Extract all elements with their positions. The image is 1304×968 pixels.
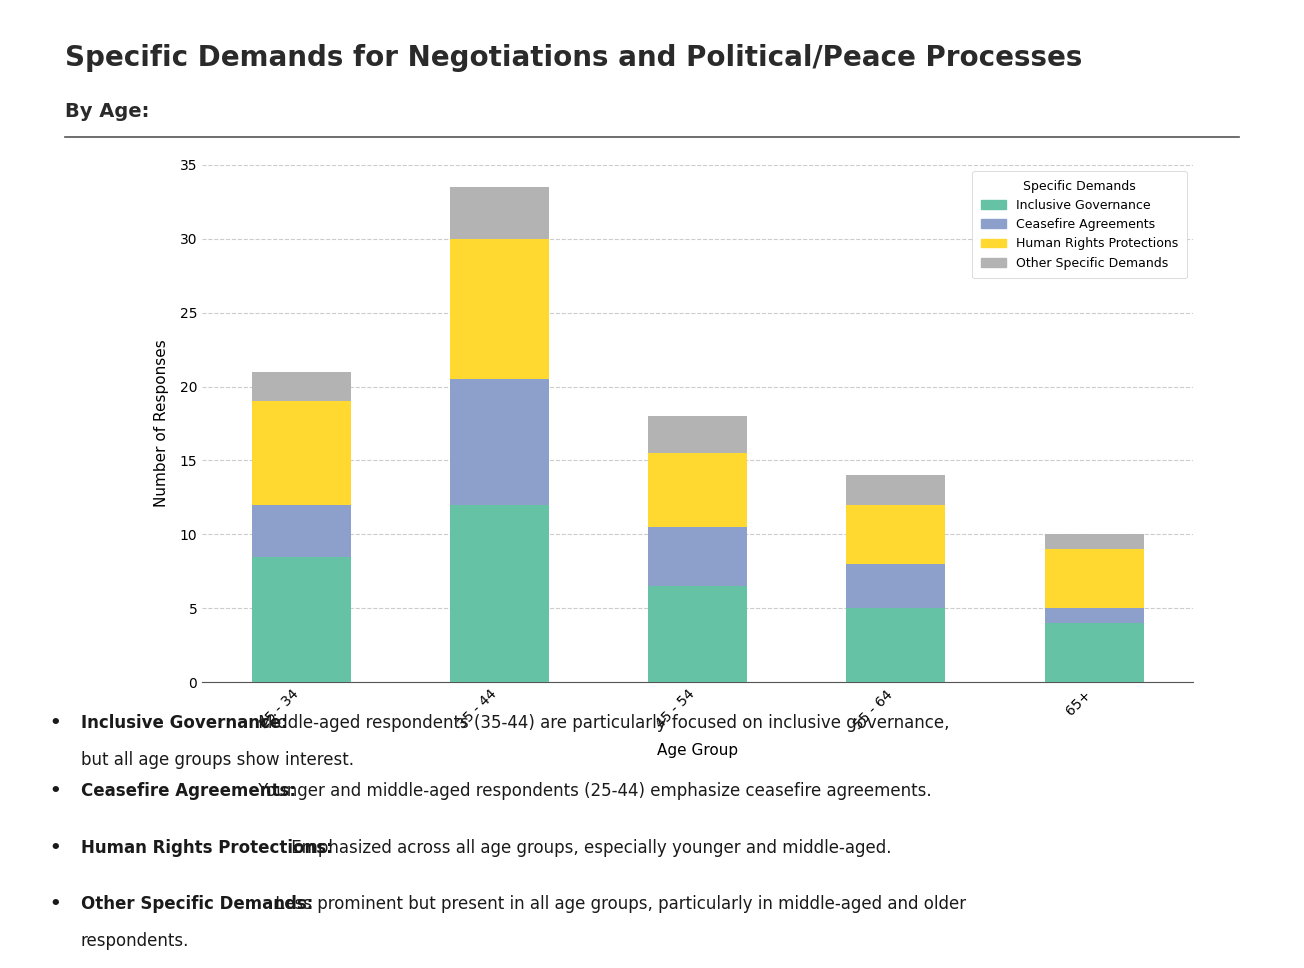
Text: Younger and middle-aged respondents (25-44) emphasize ceasefire agreements.: Younger and middle-aged respondents (25-… [253,782,932,801]
Bar [846,475,945,505]
Y-axis label: Number of Responses: Number of Responses [154,340,168,507]
Text: Less prominent but present in all age groups, particularly in middle-aged and ol: Less prominent but present in all age gr… [270,895,966,914]
Text: Middle-aged respondents (35-44) are particularly focused on inclusive governance: Middle-aged respondents (35-44) are part… [253,714,949,733]
Bar [1045,623,1144,682]
Bar [648,527,747,587]
Legend: Inclusive Governance, Ceasefire Agreements, Human Rights Protections, Other Spec: Inclusive Governance, Ceasefire Agreemen… [973,170,1187,279]
Bar [252,557,351,682]
Text: respondents.: respondents. [81,932,189,951]
Bar [252,372,351,402]
Bar [648,453,747,527]
Bar [846,505,945,564]
Bar [648,416,747,453]
Text: •: • [50,839,61,858]
Bar [450,187,549,238]
Bar [450,238,549,379]
Bar [1045,609,1144,623]
Bar [252,402,351,505]
X-axis label: Age Group: Age Group [657,742,738,758]
Text: but all age groups show interest.: but all age groups show interest. [81,751,353,770]
Text: Emphasized across all age groups, especially younger and middle-aged.: Emphasized across all age groups, especi… [287,839,892,858]
Text: By Age:: By Age: [65,102,150,121]
Bar [252,505,351,557]
Bar [450,379,549,505]
Bar [846,564,945,609]
Bar [846,609,945,682]
Text: •: • [50,895,61,914]
Text: Specific Demands for Negotiations and Political/Peace Processes: Specific Demands for Negotiations and Po… [65,44,1082,72]
Bar [648,587,747,682]
Bar [450,505,549,682]
Text: Human Rights Protections:: Human Rights Protections: [81,839,333,858]
Text: •: • [50,714,61,733]
Bar [1045,549,1144,609]
Text: Ceasefire Agreements:: Ceasefire Agreements: [81,782,296,801]
Text: •: • [50,782,61,801]
Text: Inclusive Governance:: Inclusive Governance: [81,714,288,733]
Bar [1045,534,1144,549]
Text: Other Specific Demands:: Other Specific Demands: [81,895,313,914]
